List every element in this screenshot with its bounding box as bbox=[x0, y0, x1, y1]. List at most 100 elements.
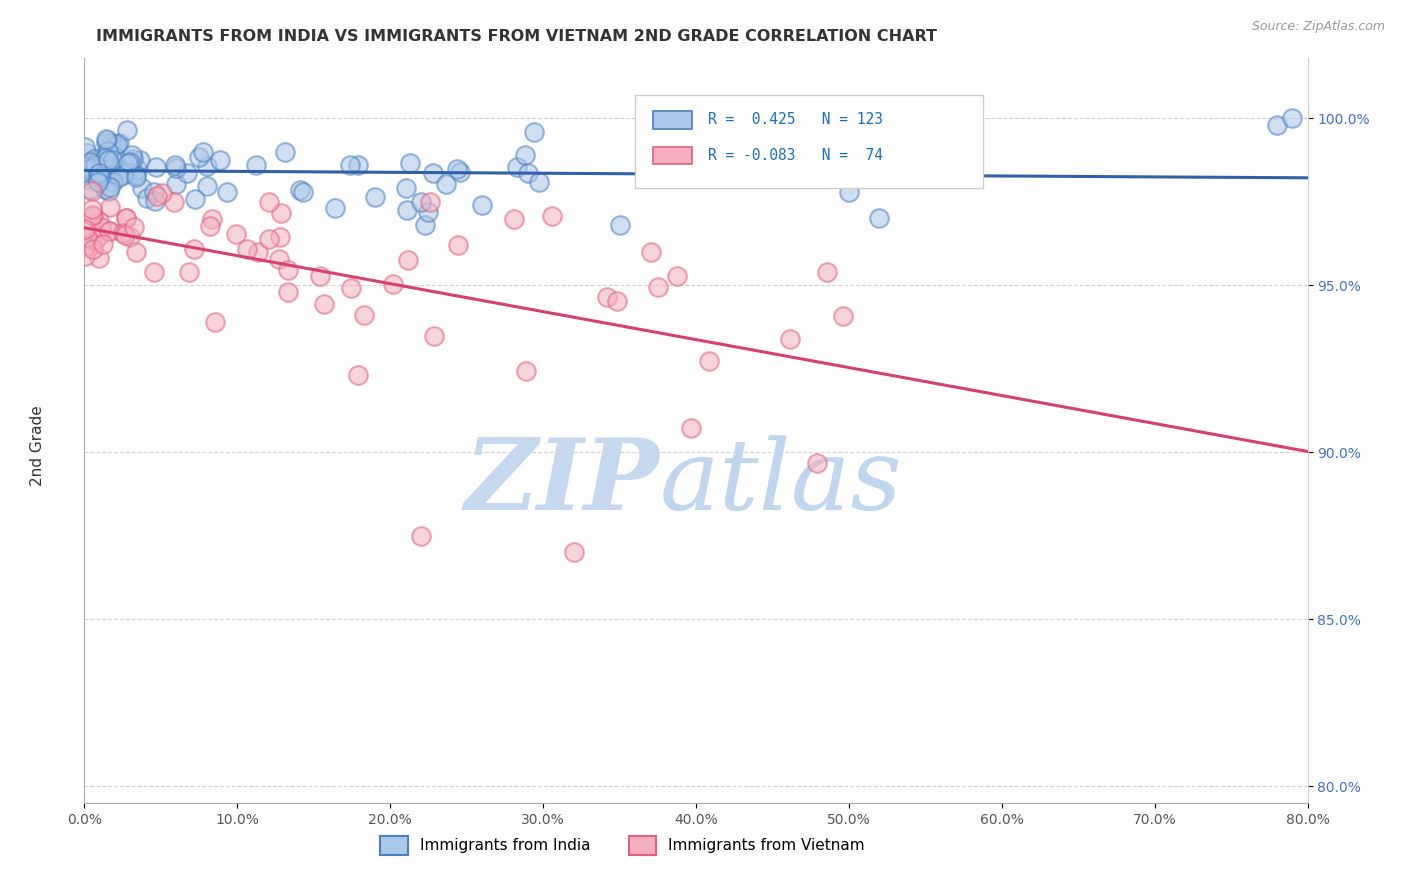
Point bbox=[94, 172, 117, 186]
Point bbox=[277, 285, 299, 299]
Point bbox=[107, 169, 129, 184]
Point bbox=[188, 150, 211, 164]
Point bbox=[83, 158, 105, 172]
Point bbox=[267, 252, 290, 267]
Point bbox=[806, 456, 828, 470]
Point bbox=[91, 156, 114, 170]
Point bbox=[422, 328, 444, 343]
Point bbox=[104, 150, 127, 164]
Point bbox=[142, 186, 165, 200]
Point bbox=[73, 238, 96, 252]
Point bbox=[395, 180, 418, 194]
Point bbox=[97, 144, 120, 158]
Point bbox=[86, 154, 108, 169]
Point bbox=[396, 203, 419, 218]
Point bbox=[270, 205, 292, 219]
Point bbox=[274, 145, 297, 160]
Point bbox=[80, 184, 103, 198]
Point bbox=[541, 209, 564, 223]
Point bbox=[446, 238, 468, 252]
Point bbox=[80, 161, 103, 175]
FancyBboxPatch shape bbox=[636, 95, 983, 188]
Point bbox=[75, 222, 97, 236]
Point bbox=[79, 182, 101, 196]
Point bbox=[869, 211, 891, 226]
Legend: Immigrants from India, Immigrants from Vietnam: Immigrants from India, Immigrants from V… bbox=[374, 830, 872, 861]
Point bbox=[100, 149, 122, 163]
Point bbox=[409, 194, 432, 209]
Point bbox=[98, 155, 121, 169]
Point bbox=[96, 132, 118, 146]
Point bbox=[89, 169, 111, 184]
Point bbox=[135, 191, 157, 205]
Point bbox=[114, 227, 136, 242]
Point bbox=[75, 249, 97, 263]
Point bbox=[246, 245, 269, 260]
Point bbox=[195, 160, 218, 174]
Point bbox=[515, 364, 537, 378]
Point bbox=[1265, 118, 1288, 132]
Point bbox=[665, 269, 688, 284]
Text: R =  0.425   N = 123: R = 0.425 N = 123 bbox=[709, 112, 883, 128]
Point bbox=[364, 190, 387, 204]
Point bbox=[101, 153, 124, 167]
Point bbox=[288, 183, 311, 197]
Point bbox=[89, 166, 111, 180]
Point bbox=[98, 180, 121, 194]
Point bbox=[125, 170, 148, 185]
Point bbox=[204, 316, 226, 330]
Point bbox=[108, 136, 131, 150]
Point bbox=[163, 158, 186, 172]
Point bbox=[513, 148, 536, 162]
Point bbox=[90, 154, 112, 169]
Point bbox=[193, 145, 215, 160]
Point bbox=[325, 201, 347, 215]
Point bbox=[396, 253, 419, 268]
Point bbox=[449, 165, 471, 179]
Point bbox=[471, 198, 494, 212]
Point bbox=[143, 194, 166, 208]
Point bbox=[105, 137, 128, 152]
Point bbox=[97, 153, 120, 167]
Bar bbox=[654, 111, 692, 128]
Point bbox=[198, 219, 221, 233]
Point bbox=[409, 528, 432, 542]
Point bbox=[124, 245, 146, 260]
Point bbox=[200, 212, 222, 227]
Point bbox=[163, 194, 186, 209]
Point bbox=[73, 159, 96, 173]
Point bbox=[1281, 111, 1303, 125]
Point bbox=[523, 125, 546, 139]
Point bbox=[339, 158, 361, 172]
Point bbox=[83, 152, 105, 166]
Point bbox=[111, 168, 134, 182]
Point bbox=[80, 202, 103, 216]
Point bbox=[76, 165, 98, 179]
Point bbox=[606, 294, 628, 309]
Point bbox=[308, 268, 330, 283]
Point bbox=[84, 155, 107, 169]
Point bbox=[75, 232, 97, 246]
Point bbox=[697, 354, 720, 368]
Point bbox=[647, 280, 669, 294]
Point bbox=[91, 150, 114, 164]
Point bbox=[225, 227, 247, 241]
Point bbox=[596, 290, 619, 304]
Point bbox=[96, 171, 118, 186]
Point bbox=[681, 421, 703, 435]
Point bbox=[97, 146, 120, 161]
Point bbox=[87, 170, 110, 185]
Point bbox=[91, 176, 114, 190]
Point bbox=[76, 146, 98, 161]
Text: R = -0.083   N =  74: R = -0.083 N = 74 bbox=[709, 148, 883, 163]
Point bbox=[815, 265, 838, 279]
Point bbox=[562, 545, 585, 559]
Point bbox=[83, 164, 105, 178]
Text: 2nd Grade: 2nd Grade bbox=[31, 406, 45, 486]
Point bbox=[84, 232, 107, 246]
Point bbox=[150, 186, 173, 201]
Point bbox=[422, 166, 444, 180]
Point bbox=[120, 229, 142, 244]
Text: atlas: atlas bbox=[659, 435, 903, 530]
Point bbox=[292, 185, 315, 199]
